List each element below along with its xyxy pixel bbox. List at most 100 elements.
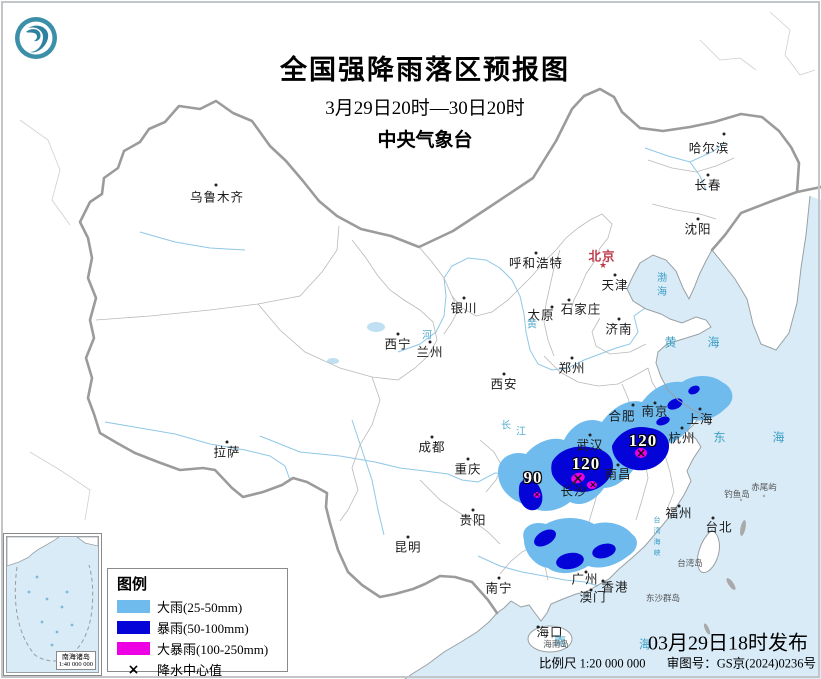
rainstorm-spot-south: [592, 543, 616, 559]
city-dot: [706, 173, 710, 177]
precip-center-label: 降水中心值: [157, 663, 223, 678]
city-label: 西宁: [384, 337, 412, 352]
city-dot: [584, 570, 588, 574]
qinghai-lake: [367, 322, 385, 332]
city-dot: [396, 332, 400, 336]
city-label: 天津: [601, 278, 629, 293]
city-dot: [589, 588, 593, 592]
sea-label: 南: [553, 634, 567, 649]
coastline: [404, 195, 811, 679]
city-dot: [462, 296, 466, 300]
china-national-border: [78, 87, 821, 615]
south-china-sea-inset: 南海诸岛 1:40 000 000: [3, 533, 102, 676]
city-label: 澳门: [579, 590, 607, 605]
legend-box: 图例 大雨(25-50mm) 暴雨(50-100mm) 大暴雨(100-250mm)…: [107, 568, 288, 678]
city-label: 上海: [686, 412, 714, 427]
precip-value-label: 90: [523, 468, 543, 487]
city-label: 乌鲁木齐: [189, 190, 245, 205]
city-dot: [471, 508, 475, 512]
city-dot: [214, 183, 218, 187]
city-dot: [698, 407, 702, 411]
city-dot: [572, 481, 576, 485]
city-dot: [653, 401, 657, 405]
island-label: 赤尾屿: [751, 482, 777, 492]
city-dot: [680, 426, 684, 430]
city-label: 太原: [527, 308, 555, 323]
small-island: [703, 623, 711, 635]
rainstorm-spot-south: [534, 529, 556, 547]
map-title: 全国强降雨落区预报图: [280, 55, 570, 85]
city-dot: [613, 273, 617, 277]
city-label: 兰州: [416, 345, 444, 360]
city-label: 南宁: [485, 581, 513, 596]
rainstorm-spot: [688, 385, 700, 395]
city-label: 银川: [450, 301, 478, 316]
precip-center-marker: ×: [533, 490, 541, 499]
city-label: 郑州: [558, 361, 586, 376]
precip-center-marker: ×: [635, 446, 647, 460]
city-label: 海口: [536, 625, 564, 640]
city-dot: [722, 132, 726, 136]
city-label: 拉萨: [213, 445, 241, 460]
city-label: 呼和浩特: [508, 256, 564, 271]
precip-value-label: 120: [628, 431, 658, 450]
city-label: 台北: [705, 520, 733, 535]
ryukyu-island: [740, 520, 746, 536]
city-label: 杭州: [668, 431, 696, 446]
city-label: 哈尔滨: [688, 141, 730, 156]
agency-name: 中央气象台: [377, 130, 473, 151]
city-label: 广州: [571, 572, 599, 587]
river-label: 江: [516, 426, 526, 438]
forecast-period: 3月29日20时—30日20时: [325, 98, 525, 119]
legend-swatch: [117, 600, 150, 613]
legend-item-label: 大暴雨(100-250mm): [157, 642, 269, 657]
legend-item-label: 暴雨(50-100mm): [157, 621, 249, 636]
city-dot: [550, 305, 554, 309]
city-dot: [466, 457, 470, 461]
city-dot: [225, 440, 229, 444]
city-label: 昆明: [394, 540, 422, 555]
precip-center-marker: ×: [572, 471, 584, 487]
heavy-rainstorm-spot: [635, 448, 647, 458]
city-dot: [631, 403, 635, 407]
island-label: 海南岛: [543, 639, 569, 649]
sea-label: 台湾海峡: [653, 516, 661, 560]
city-dot: [696, 217, 700, 221]
map-footer: 比例尺 1:20 000 000 审图号：GS京(2024)0236号: [539, 653, 816, 672]
sea-label: 渤海: [654, 272, 666, 300]
legend-rows: 大雨(25-50mm) 暴雨(50-100mm) 大暴雨(100-250mm): [108, 596, 287, 659]
city-label: 长春: [694, 178, 722, 193]
river-label: 河: [422, 330, 432, 342]
precip-center-marker: ×: [589, 480, 597, 491]
heavy-rainstorm-spot: [587, 481, 597, 489]
city-dot: [406, 535, 410, 539]
diaoyu-island-dot: [739, 498, 743, 502]
city-label: 西安: [490, 377, 518, 392]
legend-marker-row: × 降水中心值: [108, 659, 287, 679]
river-label: 黄: [527, 319, 537, 331]
legend-item: 大暴雨(100-250mm): [108, 638, 287, 659]
scale-label: 比例尺 1:20 000 000: [538, 656, 646, 671]
city-dot: [711, 516, 715, 520]
rainstorm-spot-south: [556, 552, 584, 570]
city-dot: [502, 372, 506, 376]
hainan-island: [527, 625, 573, 653]
capital-star-marker: ★: [598, 261, 608, 271]
city-label: 沈阳: [684, 222, 712, 237]
island-label: 钓鱼岛: [724, 489, 750, 499]
river-label: 长: [501, 420, 511, 432]
city-dot: [567, 298, 571, 302]
city-label: 石家庄: [560, 302, 602, 317]
issue-time: 03月29日18时发布: [648, 632, 808, 655]
city-dot: [497, 576, 501, 580]
legend-item: 大雨(25-50mm): [108, 596, 287, 617]
city-dot: [677, 504, 681, 508]
legend-title: 图例: [117, 577, 148, 593]
cma-logo: [15, 17, 57, 59]
rainstorm-area-central: [551, 446, 614, 492]
chiwei-island-dot: [762, 494, 766, 498]
city-dot: [588, 433, 592, 437]
city-dot: [536, 625, 540, 629]
